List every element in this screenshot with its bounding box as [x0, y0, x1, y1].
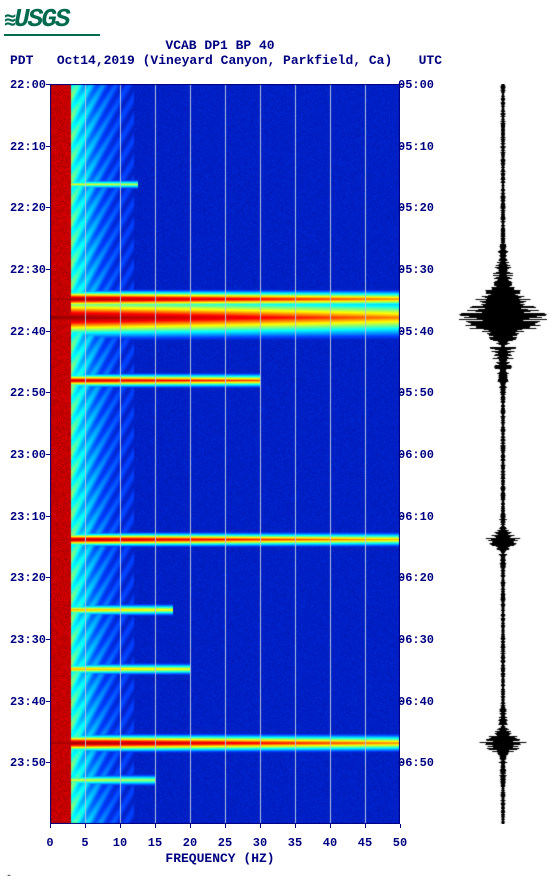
tick-mark	[120, 824, 121, 828]
left-timezone: PDT	[10, 53, 33, 68]
title-block: VCAB DP1 BP 40 PDT Oct14,2019 (Vineyard …	[0, 38, 552, 68]
pdt-tick: 23:40	[6, 695, 46, 709]
x-tick: 10	[110, 836, 130, 850]
usgs-logo: ≋USGS	[4, 4, 100, 36]
tick-mark	[330, 824, 331, 828]
tick-mark	[400, 269, 404, 270]
tick-mark	[46, 269, 50, 270]
tick-mark	[260, 824, 261, 828]
pdt-tick: 23:10	[6, 510, 46, 524]
utc-tick: 06:00	[398, 448, 438, 462]
tick-mark	[225, 824, 226, 828]
tick-mark	[46, 454, 50, 455]
tick-mark	[46, 331, 50, 332]
utc-tick: 05:00	[398, 78, 438, 92]
tick-mark	[400, 146, 404, 147]
utc-tick: 05:20	[398, 201, 438, 215]
logo-wave-icon: ≋	[4, 10, 14, 33]
tick-mark	[155, 824, 156, 828]
right-timezone: UTC	[419, 53, 442, 68]
pdt-tick: 23:00	[6, 448, 46, 462]
tick-mark	[46, 392, 50, 393]
utc-tick: 06:50	[398, 756, 438, 770]
x-tick: 30	[250, 836, 270, 850]
tick-mark	[400, 392, 404, 393]
waveform-canvas	[458, 84, 548, 824]
tick-mark	[365, 824, 366, 828]
tick-mark	[46, 84, 50, 85]
tick-mark	[50, 824, 51, 828]
corner-mark: ˆ	[6, 875, 12, 886]
x-tick: 45	[355, 836, 375, 850]
pdt-tick: 23:50	[6, 756, 46, 770]
x-tick: 5	[75, 836, 95, 850]
tick-mark	[400, 454, 404, 455]
tick-mark	[46, 207, 50, 208]
pdt-tick: 22:30	[6, 263, 46, 277]
tick-mark	[400, 516, 404, 517]
tick-mark	[46, 701, 50, 702]
x-axis-label: FREQUENCY (HZ)	[0, 851, 440, 866]
tick-mark	[85, 824, 86, 828]
logo-text: USGS	[14, 4, 68, 34]
pdt-tick: 22:40	[6, 325, 46, 339]
utc-tick: 06:20	[398, 571, 438, 585]
tick-mark	[46, 516, 50, 517]
utc-tick: 05:50	[398, 386, 438, 400]
x-tick: 35	[285, 836, 305, 850]
utc-tick: 06:40	[398, 695, 438, 709]
tick-mark	[295, 824, 296, 828]
x-tick: 40	[320, 836, 340, 850]
tick-mark	[46, 639, 50, 640]
x-tick: 25	[215, 836, 235, 850]
pdt-tick: 22:20	[6, 201, 46, 215]
x-tick: 20	[180, 836, 200, 850]
pdt-tick: 22:50	[6, 386, 46, 400]
tick-mark	[400, 84, 404, 85]
tick-mark	[400, 762, 404, 763]
tick-mark	[46, 146, 50, 147]
tick-mark	[400, 639, 404, 640]
tick-mark	[400, 577, 404, 578]
x-tick: 0	[40, 836, 60, 850]
tick-mark	[400, 207, 404, 208]
spectrogram-container	[50, 84, 400, 824]
date-location: Oct14,2019 (Vineyard Canyon, Parkfield, …	[57, 53, 392, 68]
tick-mark	[400, 824, 401, 828]
x-tick: 50	[390, 836, 410, 850]
tick-mark	[46, 577, 50, 578]
spectrogram-canvas	[50, 84, 400, 824]
pdt-tick: 23:30	[6, 633, 46, 647]
x-tick: 15	[145, 836, 165, 850]
utc-tick: 05:30	[398, 263, 438, 277]
pdt-tick: 22:00	[6, 78, 46, 92]
tick-mark	[400, 701, 404, 702]
utc-tick: 06:10	[398, 510, 438, 524]
utc-tick: 06:30	[398, 633, 438, 647]
chart-title: VCAB DP1 BP 40	[0, 38, 440, 53]
tick-mark	[46, 762, 50, 763]
tick-mark	[400, 331, 404, 332]
utc-tick: 05:10	[398, 140, 438, 154]
utc-tick: 05:40	[398, 325, 438, 339]
pdt-tick: 22:10	[6, 140, 46, 154]
pdt-tick: 23:20	[6, 571, 46, 585]
tick-mark	[190, 824, 191, 828]
